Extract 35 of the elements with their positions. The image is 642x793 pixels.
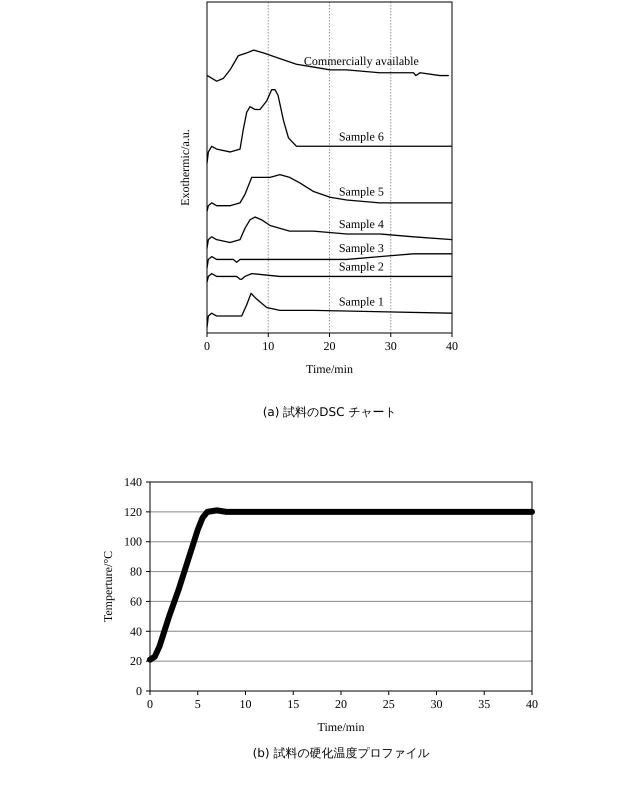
x-axis-title: Time/min [318, 720, 364, 734]
y-tick-label: 100 [124, 534, 142, 549]
series-label: Sample 3 [338, 241, 384, 256]
x-tick-label: 20 [324, 339, 336, 353]
x-tick-label: 10 [262, 339, 274, 353]
x-tick-label: 20 [335, 697, 347, 711]
series-label: Sample 5 [338, 184, 384, 198]
series-label: Commercially available [304, 54, 419, 68]
x-tick-label: 15 [287, 697, 300, 711]
y-tick-label: 80 [130, 564, 142, 579]
x-tick-label: 5 [194, 697, 201, 711]
y-tick-label: 40 [130, 624, 142, 638]
x-tick-label: 0 [147, 697, 153, 711]
x-tick-label: 30 [430, 697, 442, 711]
series-label: Sample 4 [338, 216, 384, 231]
x-tick-label: 40 [526, 697, 538, 711]
y-tick-label: 0 [136, 684, 142, 698]
x-tick-label: 40 [446, 339, 458, 353]
series-label: Sample 1 [338, 294, 384, 308]
x-axis-title: Time/min [306, 362, 353, 376]
y-tick-label: 140 [124, 475, 142, 489]
y-axis-title: Exothermic/a.u. [178, 129, 192, 206]
x-tick-label: 35 [478, 697, 490, 711]
x-tick-label: 30 [384, 339, 397, 353]
text: (a) 試料のDSC チャート [262, 405, 396, 419]
y-tick-label: 20 [130, 654, 142, 668]
series-label: Sample 2 [338, 259, 384, 274]
x-tick-label: 10 [240, 697, 252, 711]
y-axis-title: Temperture/°C [101, 550, 115, 622]
x-tick-label: 0 [204, 339, 210, 353]
y-tick-label: 60 [130, 594, 142, 608]
series-label: Sample 6 [338, 129, 384, 144]
y-tick-label: 120 [124, 504, 142, 519]
text: (b) 試料の硬化温度プロファイル [252, 746, 430, 760]
x-tick-label: 25 [382, 697, 395, 711]
